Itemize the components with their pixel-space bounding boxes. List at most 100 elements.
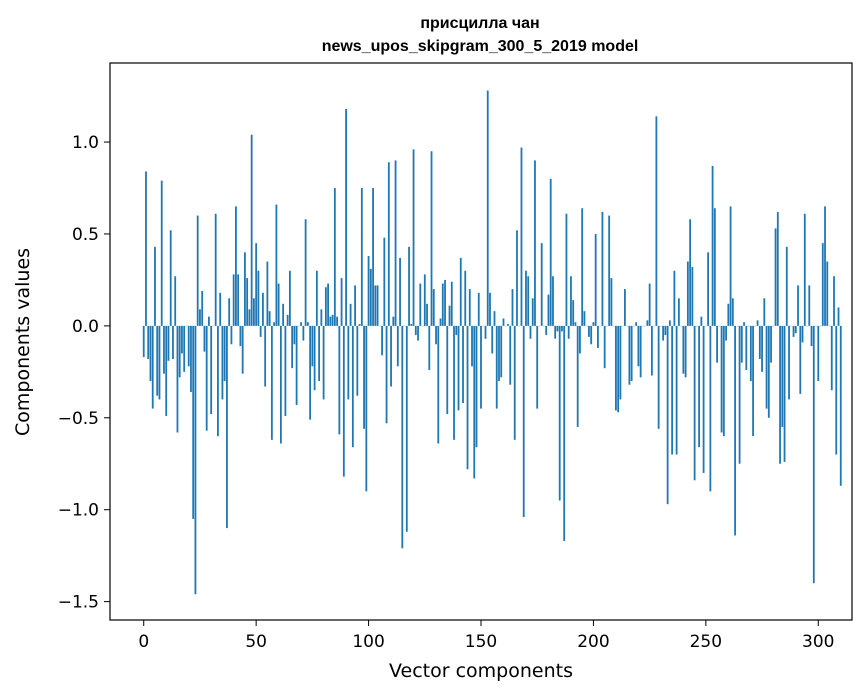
bar [435,325,437,345]
bar [707,252,709,326]
bar [286,314,289,326]
bar [145,171,147,326]
bar [214,213,217,326]
bar [347,325,350,400]
bar [637,325,640,367]
y-tick-label: −1.0 [58,501,99,521]
bar [567,325,570,339]
bar [491,325,494,354]
bar [437,325,440,444]
bar [356,325,359,396]
bar [635,322,638,326]
bar [520,147,523,326]
bar [163,325,165,374]
bar [241,325,244,374]
bar [270,325,273,440]
bar [691,267,694,326]
x-tick-label: 0 [138,632,149,652]
bar [396,325,399,367]
bar [495,325,498,409]
bar [624,289,626,326]
bar [716,325,718,363]
bar [713,208,716,326]
bar [788,325,790,400]
bar [776,211,779,326]
bar [509,325,512,385]
bar [358,324,361,326]
bar [365,325,368,492]
bar [839,325,842,486]
bar [799,325,802,394]
bar [237,274,240,326]
x-tick-label: 200 [577,632,609,652]
bar [439,318,442,326]
bar [419,283,422,326]
bar [731,298,734,326]
plot-frame [109,62,853,621]
bar [664,325,667,336]
bar [201,290,204,326]
bar [183,325,186,372]
bar [536,325,539,409]
bar [196,215,199,326]
bar [257,270,260,326]
bar [835,325,838,455]
bar [792,325,795,337]
bar [426,303,428,326]
x-tick-label: 250 [690,632,722,652]
bar [165,325,168,416]
bar [154,246,156,326]
bar [594,233,597,326]
bar [190,325,192,393]
bar [349,303,352,326]
bar [511,289,514,326]
bar [149,325,152,382]
bar [367,256,370,326]
bar [306,322,309,326]
bar [345,108,347,326]
bar [770,325,772,363]
bar [531,298,534,326]
bar [765,325,768,409]
bar [203,325,206,352]
bar [313,325,316,391]
bar [253,298,255,326]
bar [655,116,658,326]
bar [576,325,579,427]
bar [369,268,372,326]
bar [513,325,516,440]
bar [817,325,820,382]
bar [556,325,559,332]
bar [250,134,253,326]
bar [830,325,833,391]
bar [574,322,577,326]
bar [617,325,620,413]
bar [457,325,460,411]
bar [450,281,453,326]
bar [722,325,725,437]
bar [374,285,377,326]
bar [797,285,799,326]
bar [702,325,705,473]
bar [608,215,611,326]
bar [666,325,669,505]
bar [686,261,689,326]
bar [410,324,413,326]
bar [563,325,566,541]
bars-group [142,90,842,595]
bar [273,322,276,326]
y-axis-label: Components values [12,248,34,436]
bar [327,283,329,326]
bar [803,213,806,326]
bar [801,325,804,343]
bar [547,294,550,326]
bar [340,278,343,326]
bar [169,230,172,326]
bar [408,246,410,326]
bar [158,325,161,400]
bar [448,305,451,326]
bar [291,325,294,369]
bar [205,325,208,431]
bar [264,325,267,387]
